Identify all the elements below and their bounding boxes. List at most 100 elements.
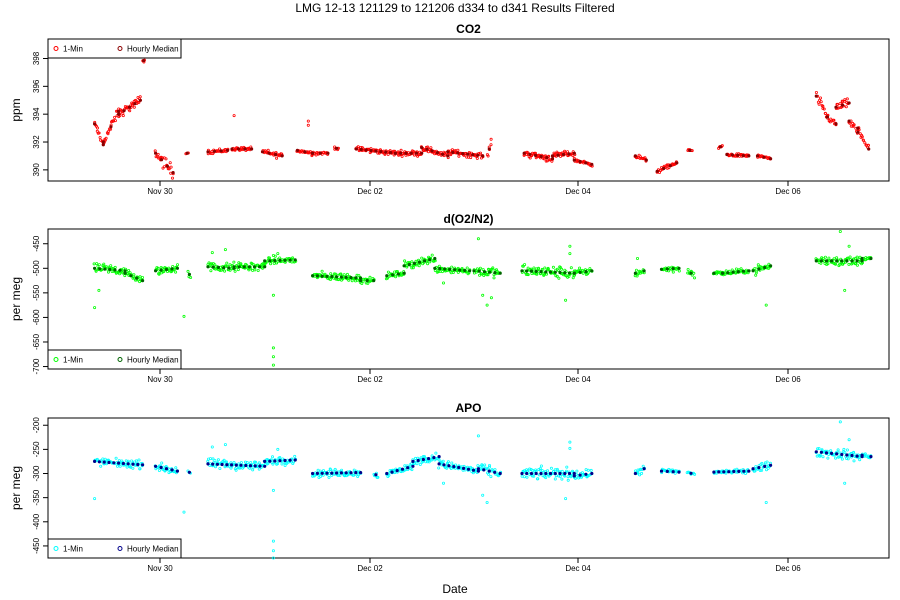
hourly-median-point	[726, 271, 730, 275]
hourly-median-point	[414, 151, 419, 155]
outlier-point	[636, 256, 640, 260]
data-point	[532, 266, 536, 270]
data-point	[842, 261, 846, 265]
data-point	[157, 468, 161, 472]
legend-box	[47, 38, 182, 59]
data-point	[835, 256, 839, 260]
data-point	[832, 257, 836, 261]
hourly-median-point	[131, 462, 135, 466]
data-point	[846, 457, 850, 461]
hourly-median-point	[364, 148, 368, 152]
hourly-median-point	[97, 460, 101, 464]
hourly-median-point	[222, 266, 226, 270]
data-point	[575, 469, 579, 473]
hourly-median-point	[232, 265, 236, 269]
hourly-median-point	[487, 147, 491, 151]
hourly-median-point	[273, 259, 277, 263]
data-point	[254, 460, 258, 464]
data-point	[116, 464, 120, 468]
data-point	[852, 450, 856, 454]
data-point	[103, 457, 107, 461]
hourly-median-point	[433, 266, 437, 270]
data-point	[677, 269, 681, 273]
data-point	[171, 264, 175, 268]
hourly-median-point	[722, 470, 726, 474]
hourly-median-point	[860, 453, 864, 457]
data-point	[99, 464, 103, 468]
hourly-median-point	[165, 164, 169, 168]
hourly-median-point	[211, 265, 215, 269]
hourly-median-point	[458, 268, 462, 272]
panel-1: CO2 ppm 390 392 394 396 398 Nov 30 Dec 02 Dec 04 D…	[9, 22, 890, 196]
outlier-point	[271, 549, 275, 553]
data-point	[291, 256, 295, 260]
x-tick-label: Dec 02	[357, 187, 383, 196]
data-point	[411, 266, 415, 270]
data-point	[162, 165, 166, 169]
hourly-median-point	[393, 151, 398, 155]
x-tick-label: Nov 30	[147, 187, 173, 196]
data-point	[164, 157, 168, 161]
hourly-median-point	[550, 157, 555, 161]
hourly-median-point	[855, 454, 859, 458]
data-point	[239, 461, 243, 465]
x-tick-label: Nov 30	[147, 564, 173, 573]
data-point	[405, 265, 409, 269]
hourly-median-point	[584, 472, 588, 476]
x-tick-label: Dec 02	[357, 564, 383, 573]
hourly-median-point	[278, 258, 282, 263]
hourly-median-point	[763, 265, 767, 270]
y-axis-label: per meg	[9, 466, 23, 510]
hourly-median-point	[122, 109, 126, 113]
data-point	[557, 268, 561, 272]
hourly-median-point	[689, 471, 693, 475]
data-point	[138, 275, 142, 279]
legend-marker-1min	[53, 546, 59, 551]
outlier-point	[838, 229, 842, 233]
panel-title: APO	[455, 401, 481, 415]
hourly-median-point	[493, 470, 497, 474]
data-point	[134, 99, 138, 103]
data-point	[334, 272, 338, 276]
hourly-median-point	[572, 158, 576, 162]
data-point	[539, 464, 543, 468]
data-point	[814, 91, 818, 95]
data-point	[257, 461, 261, 465]
data-point	[232, 260, 236, 264]
data-point	[834, 456, 838, 460]
hourly-median-point	[411, 459, 415, 464]
data-point	[843, 98, 847, 102]
data-point	[571, 276, 575, 280]
data-point	[560, 477, 564, 481]
hourly-median-point	[103, 267, 107, 271]
hourly-median-point	[159, 268, 163, 272]
data-point	[827, 256, 831, 260]
data-point	[427, 460, 431, 464]
data-point	[818, 453, 822, 457]
hourly-median-point	[344, 275, 348, 280]
data-point	[169, 171, 173, 175]
data-point	[578, 266, 582, 270]
hourly-median-point	[230, 463, 234, 467]
data-point	[487, 463, 491, 467]
series-hourly-median	[92, 450, 873, 478]
data-point	[852, 123, 856, 127]
hourly-median-point	[556, 153, 560, 157]
data-point	[441, 459, 445, 463]
hourly-median-point	[399, 151, 403, 155]
data-point	[430, 253, 434, 257]
data-point	[386, 152, 390, 156]
data-point	[821, 104, 825, 108]
hourly-median-point	[263, 459, 267, 464]
data-point	[826, 262, 830, 266]
hourly-median-point	[487, 469, 491, 473]
hourly-median-point	[293, 258, 297, 262]
hourly-median-point	[396, 272, 401, 276]
hourly-median-point	[840, 452, 844, 457]
y-tick-label: -250	[32, 441, 41, 458]
hourly-median-point	[412, 261, 417, 266]
data-point	[586, 468, 590, 472]
hourly-median-point	[689, 271, 693, 275]
data-point	[667, 269, 671, 273]
hourly-median-point	[225, 463, 229, 467]
